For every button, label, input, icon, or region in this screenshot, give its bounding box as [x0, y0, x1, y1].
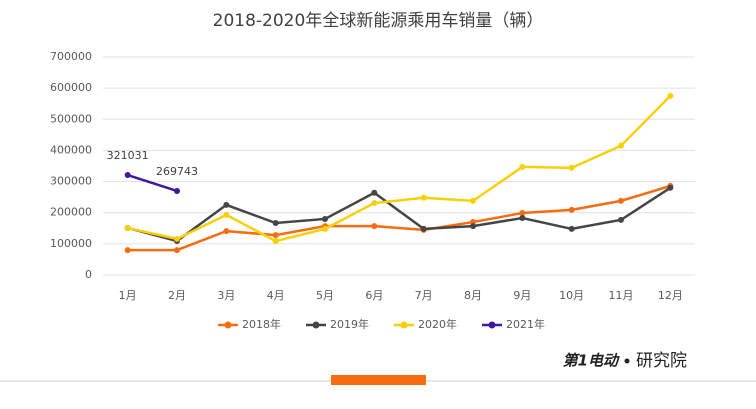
point	[272, 219, 279, 226]
legend-dot	[400, 321, 408, 329]
x-tick-label: 1月	[119, 289, 137, 302]
point	[519, 210, 526, 217]
point	[470, 197, 476, 204]
point	[272, 232, 279, 239]
series-line	[127, 186, 672, 243]
point	[272, 238, 279, 245]
brand-dot	[624, 358, 630, 364]
brand: 第1电动	[563, 352, 620, 370]
point	[618, 142, 624, 149]
point	[322, 215, 328, 222]
point	[667, 92, 674, 99]
legend-label: 2020年	[418, 317, 457, 331]
point	[174, 187, 180, 194]
x-tick-label: 3月	[217, 289, 235, 302]
x-tick-label: 4月	[267, 289, 285, 302]
x-tick-label: 11月	[609, 289, 634, 302]
point	[470, 223, 476, 230]
y-tick-label: 0	[85, 268, 92, 281]
legend-label: 2018年	[242, 317, 281, 331]
point	[174, 247, 180, 254]
y-tick-label: 500000	[50, 112, 92, 125]
data-label: 321031	[107, 149, 149, 162]
x-tick-label: 6月	[365, 289, 383, 302]
point	[223, 228, 230, 235]
legend-label: 2021年	[506, 317, 545, 331]
point	[568, 225, 575, 232]
y-tick-label: 200000	[50, 206, 92, 219]
legend-dot	[488, 321, 496, 329]
legend-label: 2019年	[330, 317, 369, 331]
legend-dot	[224, 321, 232, 329]
x-tick-label: 10月	[559, 289, 584, 302]
point	[371, 189, 378, 196]
y-tick-label: 600000	[50, 81, 92, 94]
point	[124, 172, 131, 179]
point	[568, 206, 575, 213]
y-tick-label: 100000	[50, 237, 92, 250]
x-tick-label: 9月	[513, 289, 531, 302]
point	[223, 211, 230, 218]
data-label: 269743	[156, 165, 198, 178]
footer-accent	[331, 375, 426, 385]
point	[568, 164, 575, 171]
x-tick-label: 7月	[415, 289, 433, 302]
point	[124, 247, 131, 254]
x-tick-label: 8月	[464, 289, 482, 302]
y-tick-label: 700000	[50, 50, 92, 63]
point	[618, 216, 624, 223]
point	[667, 184, 674, 191]
footer-text: 研究院	[636, 351, 687, 371]
series-line	[127, 95, 672, 243]
point	[124, 224, 131, 231]
point	[618, 197, 624, 204]
point	[371, 200, 378, 207]
point	[371, 223, 378, 230]
y-tick-label: 400000	[50, 143, 92, 156]
chart-title: 2018-2020年全球新能源乘用车销量（辆）	[213, 11, 544, 31]
x-tick-label: 5月	[316, 289, 334, 302]
point	[420, 225, 427, 232]
point	[420, 194, 427, 201]
series-line	[127, 184, 671, 252]
point	[223, 201, 230, 208]
x-tick-label: 2月	[168, 289, 186, 302]
series-line	[127, 173, 178, 193]
legend-dot	[312, 321, 320, 329]
x-tick-label: 12月	[658, 289, 683, 302]
point	[519, 163, 526, 170]
point	[519, 215, 526, 222]
point	[174, 235, 180, 242]
y-tick-label: 300000	[50, 175, 92, 188]
point	[322, 225, 328, 232]
